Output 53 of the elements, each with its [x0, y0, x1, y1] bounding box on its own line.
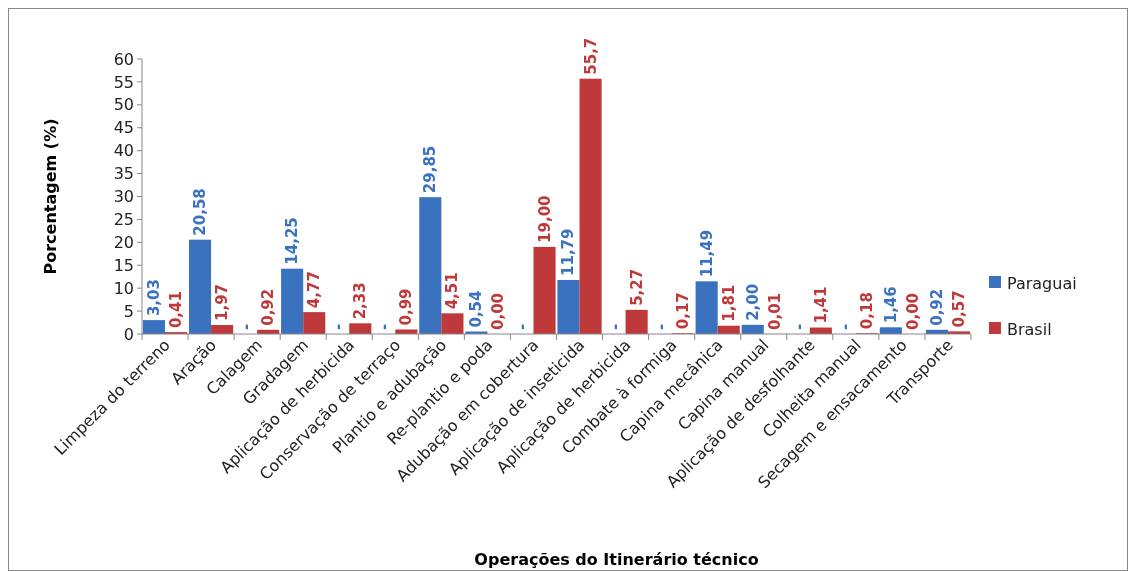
data-label: 2,33	[351, 282, 370, 320]
data-label: 0,00	[489, 292, 508, 330]
y-tick-label: 20	[113, 232, 134, 252]
data-label: 0,18	[857, 292, 876, 330]
data-label: 4,77	[305, 271, 324, 309]
y-tick-label: 55	[113, 72, 134, 92]
data-label: 0,01	[765, 292, 784, 330]
y-tick-label: 0	[123, 324, 134, 344]
data-label: 1,81	[719, 284, 738, 322]
data-label: 14,25	[283, 217, 302, 265]
text: -	[329, 323, 348, 330]
data-label: 0,00	[903, 292, 922, 330]
data-label: 2,00	[743, 283, 762, 321]
data-label: 4,51	[443, 272, 462, 310]
data-label: 0,41	[167, 291, 186, 329]
data-label: 5,27	[627, 268, 646, 306]
y-tick-label: 50	[113, 95, 134, 115]
data-label: 1,97	[213, 283, 232, 321]
y-tick-label: 10	[113, 278, 134, 298]
data-label: 0,57	[950, 290, 969, 328]
y-tick-label: 30	[113, 187, 134, 207]
data-label: 19,00	[535, 195, 554, 243]
y-tick-label: 15	[113, 255, 134, 275]
data-label: 1,41	[811, 286, 830, 324]
text: -	[513, 323, 532, 330]
text: -	[789, 323, 808, 330]
data-label: 0,92	[927, 288, 946, 326]
text: -	[605, 323, 624, 330]
data-label: 0,92	[259, 288, 278, 326]
legend-label: Paraguai	[1007, 273, 1077, 293]
y-tick-label: 45	[113, 118, 134, 138]
y-tick-label: 60	[113, 49, 134, 69]
data-label: 55,7	[581, 37, 600, 75]
text: -	[651, 323, 670, 330]
x-axis-title: Operações do Itinerário técnico	[474, 550, 759, 569]
text: -	[375, 323, 394, 330]
y-tick-label: 35	[113, 164, 134, 184]
y-tick-label: 5	[123, 301, 134, 321]
y-axis-title: Porcentagem (%)	[41, 118, 60, 275]
data-label: 1,46	[881, 286, 900, 324]
text: -	[237, 323, 256, 330]
data-label: 0,99	[397, 288, 416, 326]
legend-label: Brasil	[1007, 319, 1052, 339]
text: -	[835, 323, 854, 330]
data-label: 0,54	[467, 290, 486, 328]
data-label: 3,03	[144, 279, 163, 317]
data-label: 0,17	[673, 292, 692, 330]
data-label: 29,85	[421, 145, 440, 194]
y-tick-label: 40	[113, 141, 134, 161]
data-label: 11,49	[697, 229, 716, 278]
y-tick-label: 25	[113, 210, 134, 230]
data-label: 11,79	[559, 228, 578, 276]
data-label: 20,58	[191, 188, 210, 236]
